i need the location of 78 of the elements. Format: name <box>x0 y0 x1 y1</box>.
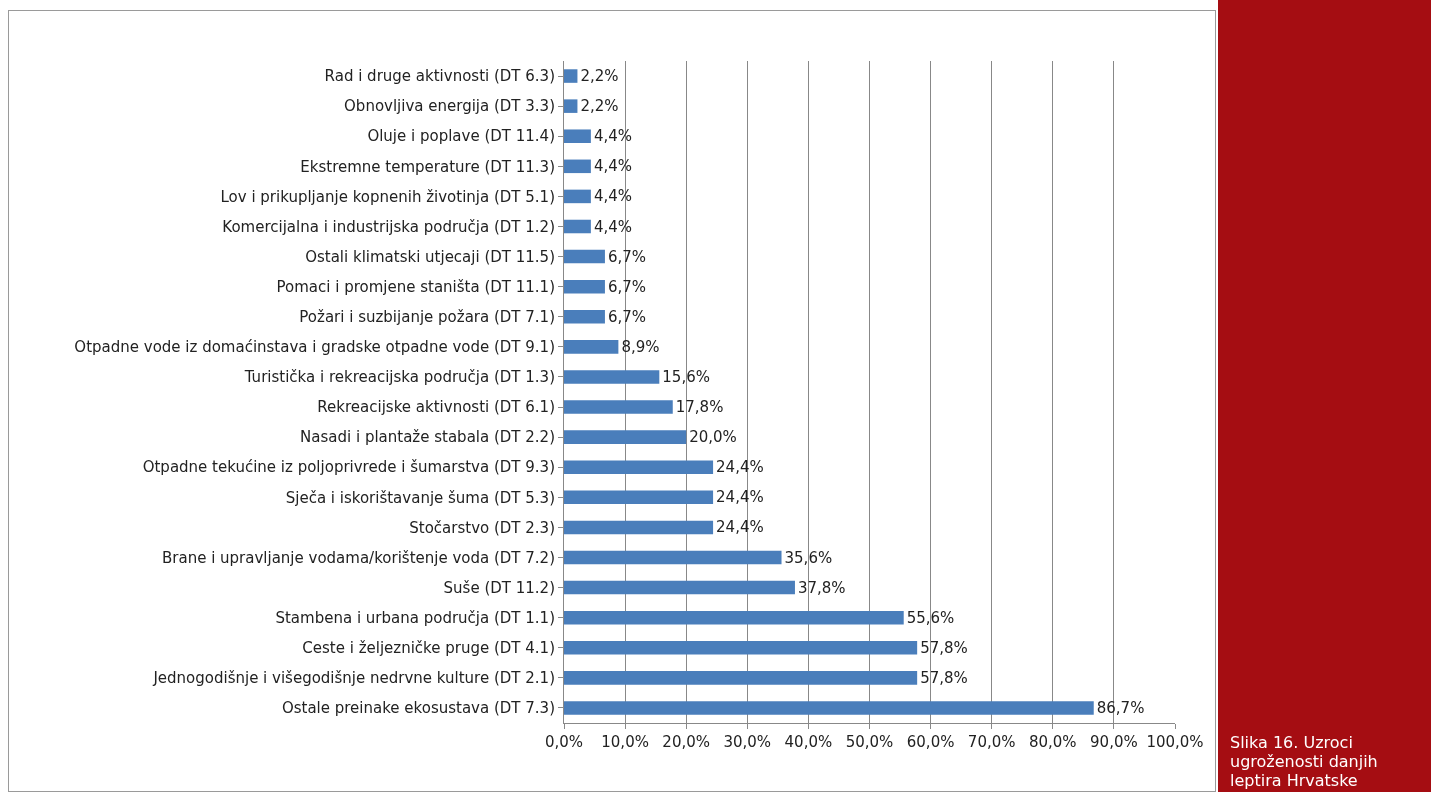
y-tick-label: Pomaci i promjene staništa (DT 11.1) <box>276 277 555 296</box>
x-tick-label: 60,0% <box>906 733 955 751</box>
y-tick-label: Sječa i iskorištavanje šuma (DT 5.3) <box>285 488 555 507</box>
bar <box>564 69 578 83</box>
data-label: 6,7% <box>607 247 647 266</box>
y-tick-label: Nasadi i plantaže stabala (DT 2.2) <box>300 428 555 447</box>
y-tick-label: Oluje i poplave (DT 11.4) <box>367 127 555 146</box>
data-label: 20,0% <box>689 428 737 447</box>
bar <box>564 400 673 414</box>
bar <box>564 279 605 294</box>
bar <box>564 340 619 354</box>
bar <box>564 520 714 535</box>
data-label: 8,9% <box>621 337 660 356</box>
x-tick-label: 80,0% <box>1028 733 1077 751</box>
x-tick-label: 100,0% <box>1146 733 1204 751</box>
data-label: 24,4% <box>716 518 764 537</box>
bar <box>564 550 782 565</box>
y-tick-label: Ekstremne temperature (DT 11.3) <box>300 157 555 176</box>
y-tick-label: Turistička i rekreacijska područja (DT 1.3) <box>243 368 555 387</box>
bar <box>564 99 578 113</box>
bar <box>564 580 795 595</box>
y-tick-label: Ostali klimatski utjecaji (DT 11.5) <box>305 247 555 266</box>
bar <box>564 219 591 234</box>
data-label: 2,2% <box>580 67 619 86</box>
data-label: 37,8% <box>797 578 846 597</box>
bar <box>564 430 687 444</box>
x-tick-label: 70,0% <box>967 733 1016 751</box>
data-label: 57,8% <box>920 668 968 687</box>
text: Slika 16. Uzroci ugroženosti danjih leptira Hrvatske <box>1230 733 1379 790</box>
x-tick-label: 90,0% <box>1090 733 1138 751</box>
data-label: 4,4% <box>593 217 632 236</box>
data-label: 4,4% <box>593 187 632 206</box>
y-tick-label: Stočarstvo (DT 2.3) <box>409 518 555 537</box>
y-tick-label: Ceste i željezničke pruge (DT 4.1) <box>302 639 555 658</box>
bar <box>564 610 904 625</box>
bar <box>564 249 605 264</box>
y-tick-label: Otpadne tekućine iz poljoprivrede i šumarstva (DT 9.3) <box>142 458 555 477</box>
bar <box>564 701 1094 715</box>
x-tick-label: 0,0% <box>544 733 584 751</box>
bar <box>564 490 714 505</box>
data-label: 4,4% <box>593 127 632 146</box>
data-label: 6,7% <box>607 277 647 296</box>
data-label: 15,6% <box>662 367 710 386</box>
x-tick-label: 20,0% <box>662 733 711 751</box>
data-label: 4,4% <box>593 157 632 176</box>
bar <box>564 641 918 655</box>
y-tick-label: Obnovljiva energija (DT 3.3) <box>344 97 555 116</box>
bar <box>564 310 605 324</box>
y-tick-label: Komercijalna i industrijska područja (DT 1.2) <box>222 217 555 236</box>
y-tick-label: Brane i upravljanje vodama/korištenje voda (DT 7.2) <box>161 548 555 567</box>
x-tick-label: 50,0% <box>845 733 894 751</box>
bar <box>564 189 591 204</box>
bar <box>564 671 918 685</box>
y-tick-label: Stambena i urbana područja (DT 1.1) <box>275 608 555 627</box>
data-label: 24,4% <box>716 488 764 507</box>
data-label: 6,7% <box>607 307 647 326</box>
data-label: 55,6% <box>906 608 955 627</box>
x-tick-label: 30,0% <box>723 733 772 751</box>
x-tick-label: 40,0% <box>784 733 833 751</box>
y-tick-label: Rekreacijske aktivnosti (DT 6.1) <box>317 398 555 417</box>
bar <box>564 159 591 174</box>
x-tick-label: 10,0% <box>601 733 649 751</box>
data-label: 2,2% <box>580 97 619 116</box>
y-tick-label: Rad i druge aktivnosti (DT 6.3) <box>324 67 555 86</box>
bar <box>564 370 660 384</box>
data-label: 17,8% <box>675 398 724 417</box>
bar <box>564 129 591 143</box>
data-label: 24,4% <box>716 458 764 477</box>
bar <box>564 460 714 474</box>
y-tick-label: Lov i prikupljanje kopnenih životinja (DT 5.1) <box>220 187 555 206</box>
y-tick-label: Otpadne vode iz domaćinstava i gradske otpadne vode (DT 9.1) <box>74 338 555 357</box>
y-tick-label: Jednogodišnje i višegodišnje nedrvne kulture (DT 2.1) <box>152 669 555 688</box>
y-tick-label: Suše (DT 11.2) <box>443 578 555 597</box>
data-label: 57,8% <box>920 638 968 657</box>
y-tick-label: Ostale preinake ekosustava (DT 7.3) <box>281 699 555 718</box>
data-label: 86,7% <box>1096 698 1145 717</box>
data-label: 35,6% <box>784 548 833 567</box>
y-tick-label: Požari i suzbijanje požara (DT 7.1) <box>299 308 555 327</box>
